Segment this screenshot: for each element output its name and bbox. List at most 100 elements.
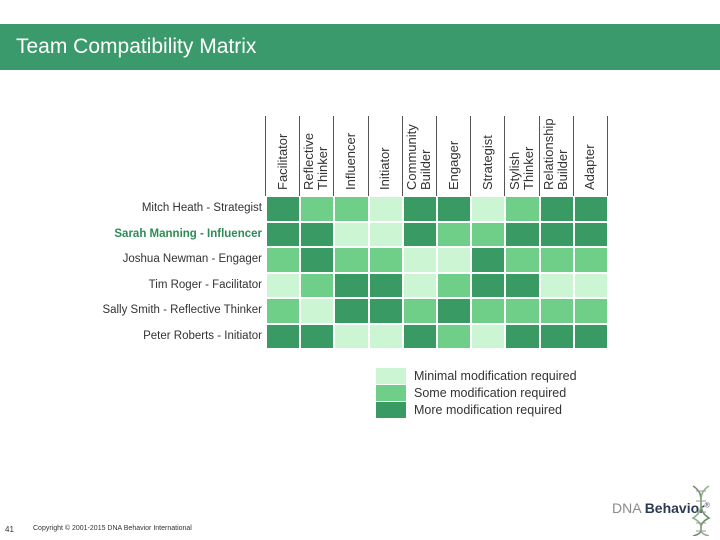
column-header: Strategist <box>480 20 495 190</box>
legend-label: Some modification required <box>414 386 567 400</box>
legend-swatch <box>376 385 406 401</box>
page-title: Team Compatibility Matrix <box>16 35 257 58</box>
matrix-cell <box>266 298 301 324</box>
column-header-line: Thinker <box>520 146 536 190</box>
column-header-line: Relationship <box>540 118 556 190</box>
matrix-cell <box>334 221 369 247</box>
row-label: Mitch Heath - Strategist <box>141 202 262 214</box>
column-header-line: Adapter <box>582 144 598 190</box>
matrix-cell <box>471 323 506 349</box>
column-divider <box>299 116 301 196</box>
column-header-line: Initiator <box>377 147 393 190</box>
matrix-cell <box>505 323 540 349</box>
legend-label: Minimal modification required <box>414 369 577 383</box>
matrix-cell <box>402 221 437 247</box>
matrix-cell <box>266 247 301 273</box>
column-header: Facilitator <box>274 20 290 190</box>
matrix-cell <box>266 272 301 298</box>
legend-label: More modification required <box>414 403 562 417</box>
matrix-cell <box>573 221 608 247</box>
column-header: Influencer <box>343 20 358 190</box>
column-header-line: Influencer <box>343 132 358 190</box>
page-number: 41 <box>5 525 14 534</box>
matrix-cell <box>573 272 608 298</box>
matrix-cell <box>539 196 574 222</box>
matrix-cell <box>334 247 369 273</box>
column-divider <box>470 116 472 196</box>
column-header-line: Builder <box>554 149 570 190</box>
column-divider <box>607 116 608 196</box>
matrix-cell <box>300 196 335 222</box>
matrix-cell <box>573 247 608 273</box>
matrix-cell <box>437 323 472 349</box>
matrix-cell <box>300 298 335 324</box>
matrix-cell <box>573 323 608 349</box>
column-header: Community Builder <box>403 20 433 190</box>
column-divider <box>401 116 403 196</box>
matrix-cell <box>539 247 574 273</box>
matrix-cell <box>300 323 335 349</box>
column-divider <box>367 116 369 196</box>
column-header: Relationship Builder <box>540 20 570 190</box>
matrix-cell <box>539 298 574 324</box>
matrix-cell <box>437 272 472 298</box>
row-label: Peter Roberts - Initiator <box>143 329 262 342</box>
matrix-cell <box>402 247 437 273</box>
column-header-line: Facilitator <box>274 133 290 190</box>
matrix-cell <box>471 196 506 222</box>
matrix-cell <box>300 272 335 298</box>
row-label: Joshua Newman - Engager <box>122 253 262 265</box>
matrix-cell <box>471 221 506 247</box>
column-divider <box>572 116 574 196</box>
title-bar: Team Compatibility Matrix <box>0 24 720 70</box>
matrix-cell <box>368 221 403 247</box>
column-divider <box>333 116 335 196</box>
column-header: Initiator <box>377 20 393 190</box>
matrix-cell <box>334 323 369 349</box>
matrix-cell <box>334 298 369 324</box>
column-header-line: Thinker <box>315 146 331 190</box>
matrix-cell <box>368 272 403 298</box>
logo-text-behavior: Behavior <box>644 500 705 516</box>
matrix-cell <box>573 298 608 324</box>
logo-registered-mark: ® <box>704 502 710 510</box>
row-label: Tim Roger - Facilitator <box>148 278 262 291</box>
matrix-cell <box>437 298 472 324</box>
matrix-cell <box>266 196 301 222</box>
matrix-cell <box>402 272 437 298</box>
column-header: Reflective Thinker <box>301 20 331 190</box>
column-header: Stylish Thinker <box>506 20 536 190</box>
column-divider <box>504 116 506 196</box>
matrix-cell <box>437 196 472 222</box>
matrix-cell <box>539 272 574 298</box>
column-header-line: Stylish <box>506 151 522 190</box>
legend-swatch <box>376 402 406 418</box>
matrix-cell <box>471 298 506 324</box>
matrix-cell <box>368 323 403 349</box>
matrix-cell <box>505 247 540 273</box>
matrix-cell <box>505 221 540 247</box>
column-divider <box>538 116 540 196</box>
matrix-cell <box>539 221 574 247</box>
column-header-line: Community <box>403 124 419 190</box>
matrix-cell <box>334 272 369 298</box>
matrix-cell <box>573 196 608 222</box>
column-header-line: Engager <box>445 140 461 190</box>
matrix-cell <box>471 272 506 298</box>
matrix-cell <box>266 221 301 247</box>
matrix-cell <box>402 323 437 349</box>
matrix-cell <box>368 247 403 273</box>
matrix-cell <box>368 298 403 324</box>
dna-helix-icon <box>691 485 711 536</box>
column-header: Adapter <box>582 20 598 190</box>
column-header-line: Builder <box>417 149 433 190</box>
row-label: Sally Smith - Reflective Thinker <box>102 304 262 316</box>
matrix-cell <box>266 323 301 349</box>
matrix-cell <box>334 196 369 222</box>
matrix-cell <box>505 196 540 222</box>
matrix-cell <box>402 196 437 222</box>
row-label: Sarah Manning - Influencer <box>114 227 262 240</box>
logo-text-dna: DNA <box>612 500 645 516</box>
matrix-cell <box>505 272 540 298</box>
copyright-text: Copyright © 2001-2015 DNA Behavior Inter… <box>33 525 192 532</box>
